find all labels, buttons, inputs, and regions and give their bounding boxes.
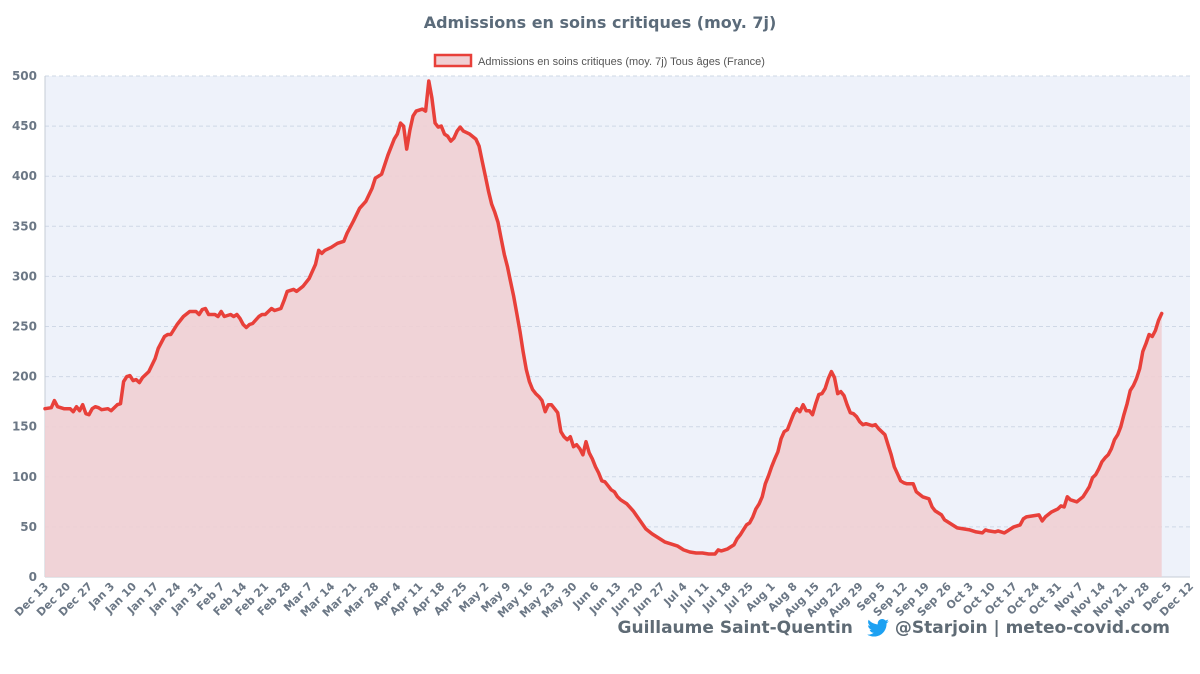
series-line[interactable] <box>43 79 1164 556</box>
y-tick-label: 50 <box>20 520 37 534</box>
legend-swatch <box>433 53 473 68</box>
y-tick-label: 200 <box>12 370 37 384</box>
twitter-handle: @Starjoin | meteo-covid.com <box>894 618 1170 638</box>
chart-title: Admissions en soins critiques (moy. 7j) <box>424 13 777 32</box>
footer-credit: Guillaume Saint-Quentin @Starjoin | mete… <box>618 615 1170 641</box>
legend[interactable]: Admissions en soins critiques (moy. 7j) … <box>433 53 765 68</box>
author-name: Guillaume Saint-Quentin <box>617 618 853 638</box>
series-area-fill <box>45 81 1162 577</box>
y-axis: 0 50 100 150 200 250 300 350 400 450 500 <box>12 69 37 584</box>
y-tick-label: 450 <box>12 119 37 133</box>
y-tick-label: 150 <box>12 420 37 434</box>
legend-label: Admissions en soins critiques (moy. 7j) … <box>478 56 765 68</box>
twitter-bird-icon <box>867 619 889 637</box>
y-tick-label: 300 <box>12 269 37 283</box>
y-tick-label: 0 <box>29 570 37 584</box>
y-tick-label: 350 <box>12 219 37 233</box>
y-tick-label: 400 <box>12 169 37 183</box>
y-tick-label: 500 <box>12 69 37 83</box>
y-tick-label: 100 <box>12 470 37 484</box>
y-tick-label: 250 <box>12 320 37 334</box>
